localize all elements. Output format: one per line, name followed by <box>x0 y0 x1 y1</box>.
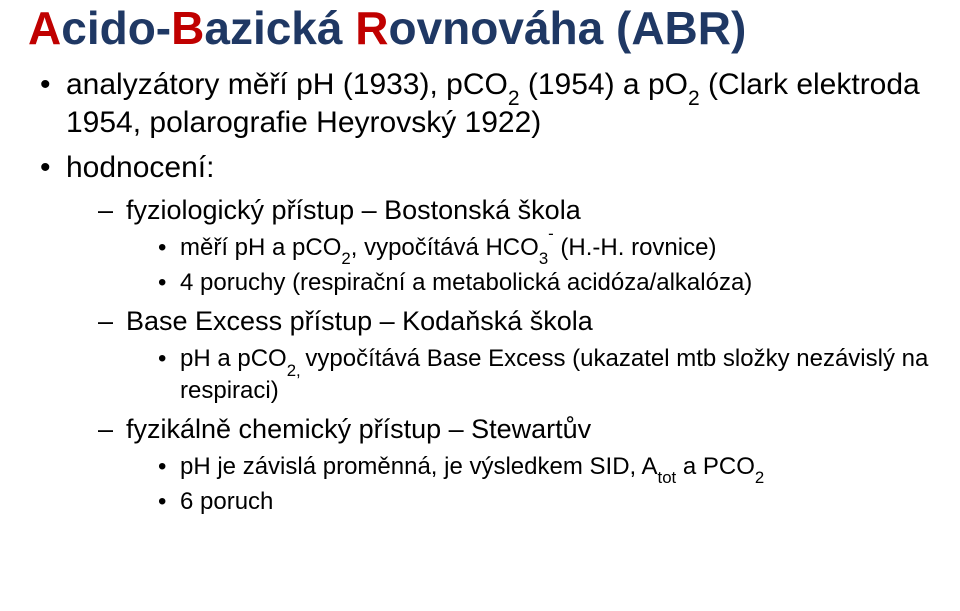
text: měří pH a pCO <box>180 234 341 261</box>
sub2-item: 4 poruchy (respirační a metabolická acid… <box>158 267 932 298</box>
text: (H.-H. rovnice) <box>554 234 717 261</box>
sub2-item: pH a pCO2, vypočítává Base Excess (ukaza… <box>158 343 932 405</box>
sub2-list: pH a pCO2, vypočítává Base Excess (ukaza… <box>158 343 932 405</box>
sub1-kodanska: Base Excess přístup – Kodaňská škola pH … <box>98 304 932 405</box>
title-red-R: R <box>355 2 388 54</box>
title-red-B: B <box>171 2 204 54</box>
sub1-list: fyziologický přístup – Bostonská škola m… <box>98 193 932 517</box>
sup: - <box>548 224 554 243</box>
sub: 3 <box>539 249 548 268</box>
text: fyziologický přístup – Bostonská škola <box>126 195 581 225</box>
text: vypočítává HCO <box>357 234 538 261</box>
sub2-item: měří pH a pCO2, vypočítává HCO3- (H.-H. … <box>158 232 932 263</box>
text: pH a pCO <box>180 345 287 372</box>
title-red-A: A <box>28 2 61 54</box>
text: Base Excess přístup – Kodaňská škola <box>126 306 593 336</box>
text: hodnocení: <box>66 151 214 184</box>
sub2-list: pH je závislá proměnná, je výsledkem SID… <box>158 451 932 517</box>
sub2-item: pH je závislá proměnná, je výsledkem SID… <box>158 451 932 482</box>
text: (1954) a pO <box>520 68 688 101</box>
text: fyzikálně chemický přístup – Stewartův <box>126 414 591 444</box>
bullet-hodnoceni: hodnocení: fyziologický přístup – Boston… <box>38 149 932 517</box>
sub: 2 <box>688 87 700 110</box>
sub1-stewartuv: fyzikálně chemický přístup – Stewartův p… <box>98 412 932 517</box>
title-blue-azicka: azická <box>204 2 355 54</box>
title-blue-cido: cido- <box>61 2 171 54</box>
title-blue-ovnovaha: ovnováha (ABR) <box>389 2 747 54</box>
text: 4 poruchy (respirační a metabolická acid… <box>180 269 752 296</box>
sub: 2, <box>287 361 306 380</box>
slide-title: Acido-Bazická Rovnováha (ABR) <box>28 4 932 52</box>
text: pH je závislá proměnná, je výsledkem SID… <box>180 453 658 480</box>
sub: 2 <box>755 468 764 487</box>
text: a PCO <box>676 453 755 480</box>
top-list: analyzátory měří pH (1933), pCO2 (1954) … <box>38 66 932 517</box>
sub: tot <box>658 468 677 487</box>
sub: 2 <box>341 249 350 268</box>
sub2-item: 6 poruch <box>158 486 932 517</box>
text: 6 poruch <box>180 488 273 515</box>
sub: 2 <box>508 87 520 110</box>
sub2-list: měří pH a pCO2, vypočítává HCO3- (H.-H. … <box>158 232 932 298</box>
text: analyzátory měří pH (1933), pCO <box>66 68 508 101</box>
slide-container: Acido-Bazická Rovnováha (ABR) analyzátor… <box>0 0 960 611</box>
sub1-bostonska: fyziologický přístup – Bostonská škola m… <box>98 193 932 298</box>
bullet-analyzatory: analyzátory měří pH (1933), pCO2 (1954) … <box>38 66 932 141</box>
